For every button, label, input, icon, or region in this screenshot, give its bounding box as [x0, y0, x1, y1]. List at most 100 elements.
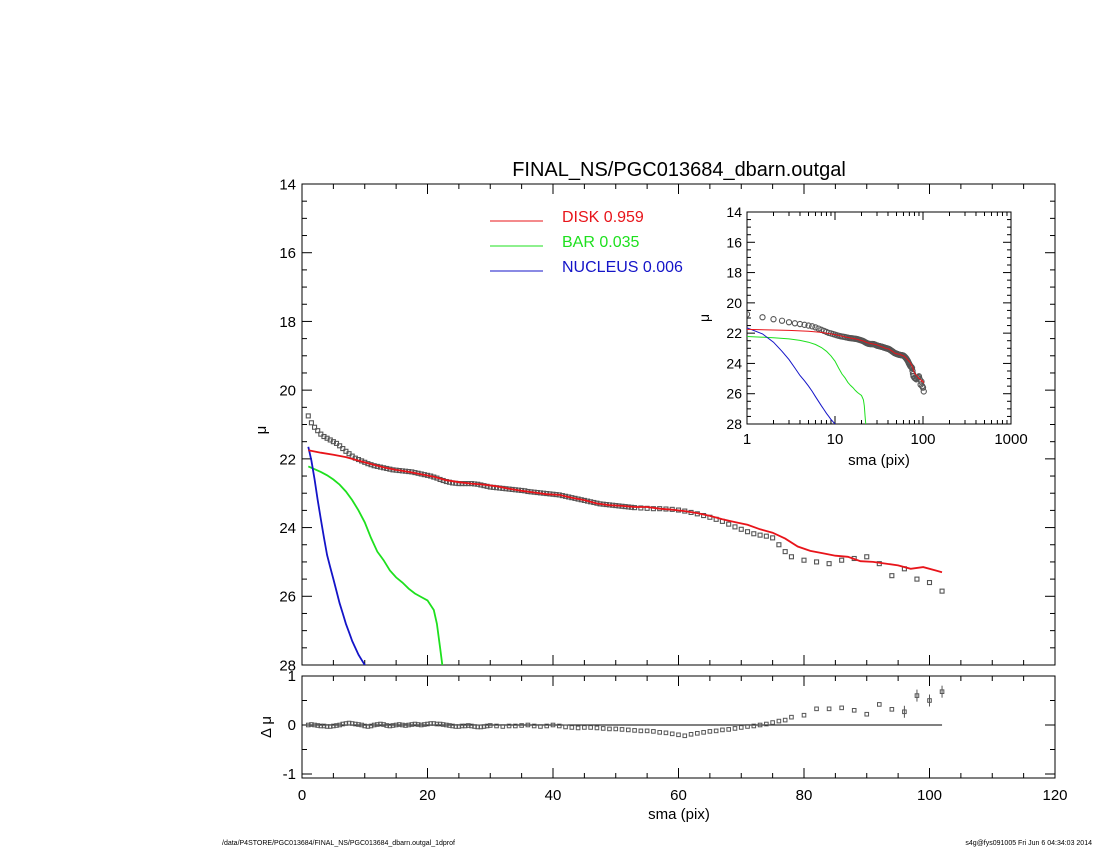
data-point: [757, 532, 763, 538]
residual-point: [927, 698, 932, 703]
residual-point: [626, 727, 631, 733]
residual-point: [864, 711, 870, 717]
residual-point: [638, 728, 644, 734]
residual-point: [914, 693, 920, 698]
data-point: [763, 533, 769, 539]
inset-x-tick-label: 1: [743, 431, 751, 448]
legend-label-nucleus: NUCLEUS 0.006: [562, 259, 683, 276]
data-point: [726, 521, 732, 527]
residual-point: [701, 730, 706, 735]
residual-point: [613, 726, 619, 732]
y-tick-label: 14: [279, 176, 296, 193]
inset-y-tick-label: 20: [726, 295, 742, 311]
inset-data-point: [809, 323, 816, 330]
residual-point: [550, 722, 556, 728]
data-point: [914, 576, 920, 582]
residual-point: [789, 714, 794, 720]
residual-point: [644, 728, 650, 734]
x-tick-label: 80: [796, 787, 813, 804]
y-tick-label: 16: [279, 245, 296, 262]
data-point: [782, 549, 788, 555]
inset-data-point: [805, 322, 812, 329]
main-surface-brightness-plot: 14 16 18 20 22 24 26 28 μ: [253, 176, 1056, 674]
y-tick-label: 18: [279, 314, 296, 331]
data-point: [839, 557, 845, 563]
y-tick-label: 28: [279, 657, 296, 674]
residual-point: [569, 725, 575, 730]
residual-point: [538, 724, 543, 729]
data-point: [638, 505, 644, 511]
inset-y-tick-label: 28: [726, 416, 742, 432]
residual-point: [814, 706, 819, 712]
x-tick-label: 60: [670, 787, 687, 804]
inset-y-axis-label: μ: [696, 314, 712, 322]
residual-point: [494, 723, 499, 729]
data-point: [732, 524, 738, 530]
residual-point: [726, 727, 732, 732]
inset-data-point: [801, 321, 808, 328]
x-tick-label: 20: [419, 787, 436, 804]
residual-point: [657, 730, 662, 735]
residual-point: [563, 724, 568, 730]
data-point: [315, 428, 321, 434]
residual-point: [600, 726, 606, 731]
inset-data-point: [918, 378, 925, 385]
residual-point: [619, 727, 625, 732]
inset-log-plot: 1 10 100 1000 14 16 18 20 22 24 26 28 sma (pix) μ: [696, 204, 1028, 469]
data-point: [311, 424, 318, 430]
residual-point: [851, 708, 857, 713]
residual-point: [525, 722, 531, 728]
residual-point: [663, 730, 669, 736]
residual-point: [782, 717, 788, 723]
y-tick-label: 26: [279, 589, 296, 606]
residual-point: [487, 723, 493, 728]
residual-point: [732, 726, 738, 731]
residual-y-tick-label: -1: [283, 766, 296, 783]
legend-label-bar: BAR 0.035: [562, 234, 639, 251]
residual-point: [513, 723, 518, 729]
data-point: [788, 554, 795, 560]
inset-nucleus-model-line: [747, 327, 836, 424]
residual-point: [889, 707, 895, 712]
residual-point: [682, 733, 688, 739]
inset-data-point: [785, 319, 793, 326]
residual-point: [588, 725, 593, 730]
inset-x-tick-label: 10: [827, 431, 844, 448]
inset-x-axis-label: sma (pix): [848, 452, 910, 469]
main-plot-content: [305, 413, 945, 665]
residual-point: [776, 718, 782, 724]
bar-model-line: [307, 465, 444, 665]
residual-point: [688, 732, 694, 737]
residual-point: [770, 720, 775, 725]
residual-point: [877, 702, 882, 707]
residual-point: [695, 731, 700, 736]
inset-plot-content: [747, 311, 927, 424]
residual-point: [745, 724, 750, 729]
inset-y-tick-label: 16: [726, 234, 742, 250]
inset-y-tick-label: 14: [726, 204, 742, 220]
residual-point: [939, 689, 945, 694]
residual-point: [669, 731, 675, 737]
data-point: [864, 554, 870, 560]
residual-point: [531, 723, 537, 729]
residual-point: [556, 723, 562, 729]
footer-timestamp: s4g@fys091005 Fri Jun 6 04:34:03 2014: [965, 840, 1092, 847]
data-point: [305, 413, 311, 419]
residual-point: [713, 728, 719, 734]
residual-point: [720, 727, 725, 733]
inset-data-point: [778, 317, 786, 324]
inset-data-point: [919, 384, 927, 391]
data-point: [926, 579, 933, 586]
residual-point: [500, 724, 506, 729]
residual-point: [902, 709, 907, 715]
data-point: [826, 561, 832, 567]
inset-data-point: [796, 320, 804, 328]
residual-point: [764, 721, 769, 727]
y-tick-label: 20: [279, 383, 296, 400]
data-point: [340, 445, 346, 452]
data-point: [744, 529, 751, 535]
data-point: [308, 420, 314, 426]
x-tick-label: 120: [1042, 787, 1067, 804]
